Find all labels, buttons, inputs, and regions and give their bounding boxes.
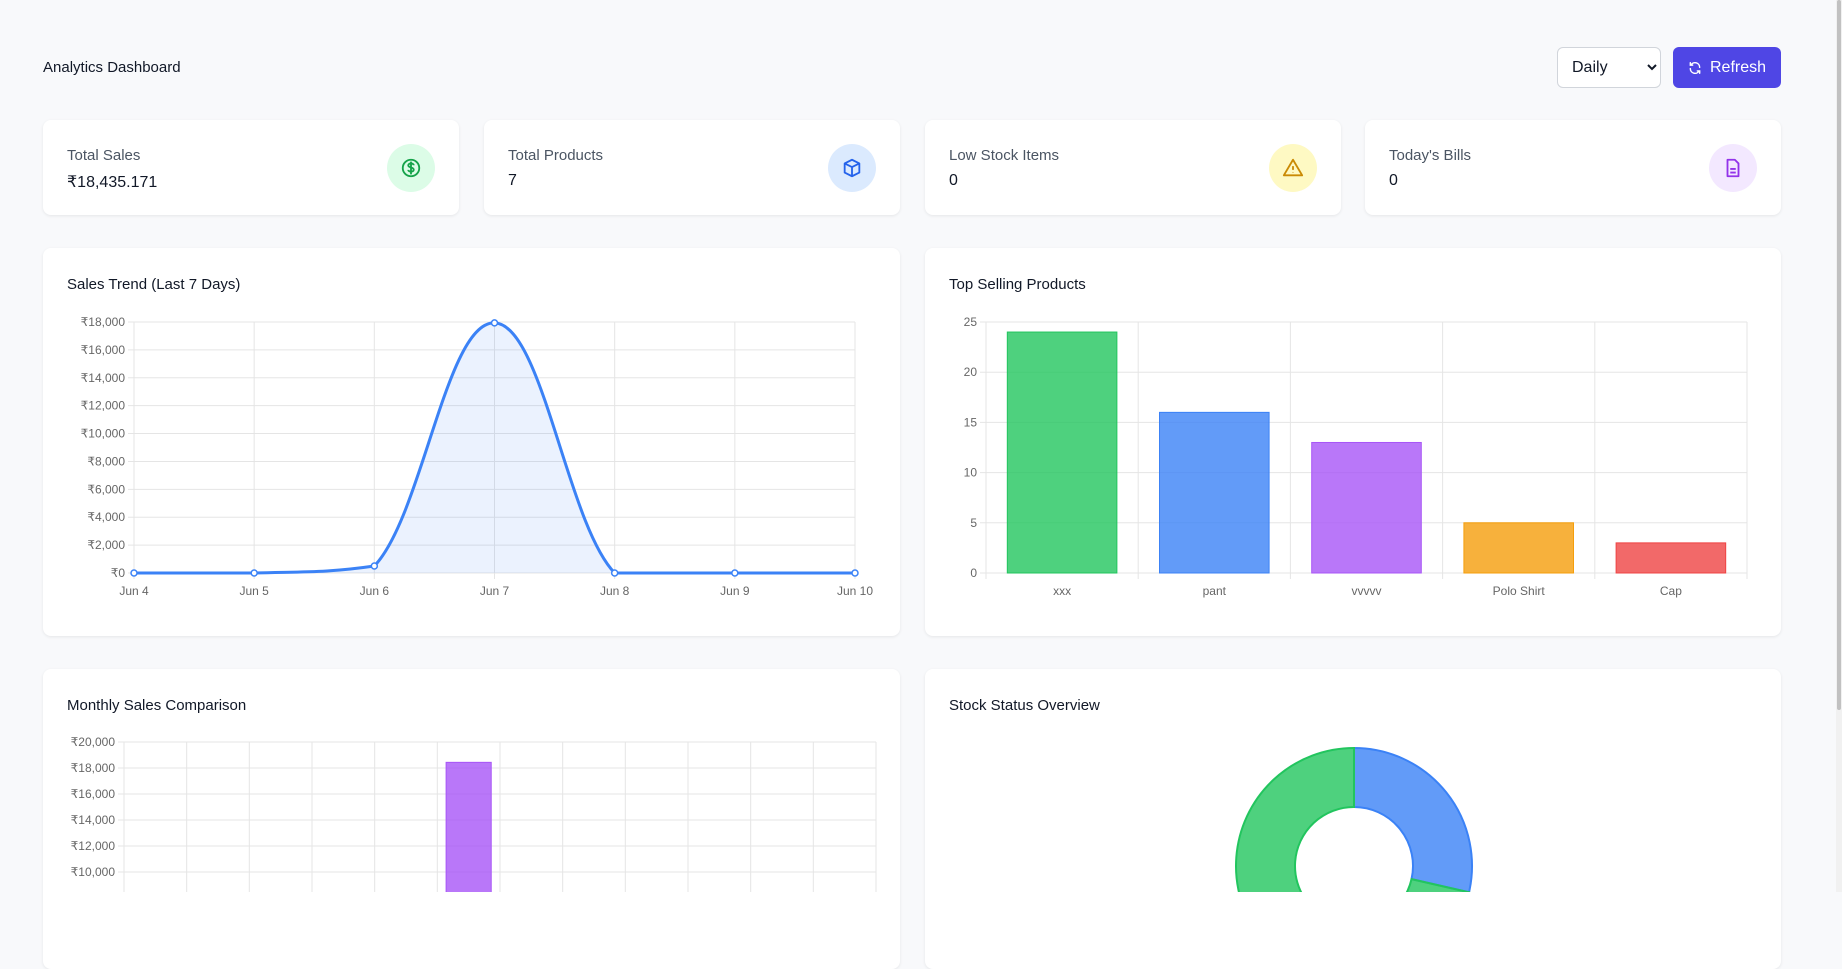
page-title: Analytics Dashboard [43,59,181,76]
y-tick-label: 5 [970,516,977,530]
sales-trend-card: Sales Trend (Last 7 Days) [43,248,900,636]
stat-label: Low Stock Items [949,147,1060,164]
refresh-button[interactable]: Refresh [1673,47,1781,88]
stat-card-total-sales: Total Sales ₹18,435.171 [43,120,459,215]
chart-title: Stock Status Overview [949,697,1100,714]
y-tick-label: ₹4,000 [87,510,125,524]
y-tick-label: ₹10,000 [81,427,126,441]
x-tick-label: Jun 4 [119,584,149,598]
bar-vvvvv [1311,441,1422,574]
bar-polo-shirt [1463,522,1574,574]
bar-pant [1159,411,1270,574]
charts-layer: ₹0 ₹2,000 ₹4,000 ₹6,000 ₹8,000 ₹10,000 ₹12,000… [71,315,1748,892]
x-tick-label: xxx [1053,584,1071,598]
donut-slice [1235,746,1471,892]
y-tick-label: ₹12,000 [71,839,116,853]
y-tick-label: ₹16,000 [71,787,116,801]
y-tick-label: ₹14,000 [81,371,126,385]
x-tick-label: vvvvv [1352,584,1382,598]
stat-label: Total Products [508,147,604,164]
document-icon [1709,144,1757,192]
monthly-bar [445,761,492,892]
x-tick-label: pant [1203,584,1227,598]
stat-value: 0 [949,172,958,189]
bar-cap [1615,542,1727,574]
data-point [250,569,258,577]
chart-title: Sales Trend (Last 7 Days) [67,276,241,293]
stat-card-total-products: Total Products 7 [484,120,900,215]
chart-title: Top Selling Products [949,276,1086,293]
y-tick-label: 25 [964,315,978,329]
chart-title: Monthly Sales Comparison [67,697,247,714]
y-tick-label: ₹6,000 [87,482,125,496]
y-tick-label: ₹12,000 [81,399,126,413]
x-tick-label: Jun 8 [600,584,630,598]
y-tick-label: ₹2,000 [87,538,125,552]
data-point [731,569,739,577]
cube-icon [828,144,876,192]
x-tick-label: Jun 6 [360,584,390,598]
stat-label: Today's Bills [1389,147,1472,164]
y-tick-label: ₹8,000 [87,454,125,468]
data-point [490,319,499,327]
y-tick-label: 0 [970,566,977,580]
y-tick-label: ₹0 [111,566,126,580]
x-tick-label: Jun 9 [720,584,750,598]
y-tick-label: ₹16,000 [81,343,126,357]
stat-value: ₹18,435.171 [67,174,158,191]
y-tick-label: 10 [964,466,978,480]
donut-slice [1353,746,1473,892]
warning-triangle-icon [1269,144,1317,192]
x-tick-label: Jun 5 [239,584,269,598]
data-point [851,569,859,577]
scrollbar-thumb[interactable] [1837,0,1841,710]
x-tick-label: Jun 7 [480,584,510,598]
y-tick-label: ₹18,000 [71,761,116,775]
stat-card-todays-bills: Today's Bills 0 [1365,120,1781,215]
stat-value: 7 [508,172,517,189]
dollar-circle-icon [387,144,435,192]
bar-xxx [1006,331,1118,574]
x-tick-label: Jun 10 [837,584,873,598]
stat-value: 0 [1389,172,1398,189]
y-tick-label: ₹18,000 [81,315,126,329]
period-select[interactable]: Daily [1557,47,1661,88]
refresh-icon [1689,61,1701,74]
line-area-fill [134,322,855,573]
data-point [370,562,379,570]
x-tick-label: Polo Shirt [1493,584,1546,598]
data-point [130,569,138,577]
stat-label: Total Sales [67,147,141,164]
x-tick-label: Cap [1660,584,1682,598]
stat-card-low-stock: Low Stock Items 0 [925,120,1341,215]
refresh-label: Refresh [1709,58,1767,76]
data-point [610,569,619,577]
y-tick-label: 20 [964,365,978,379]
y-tick-label: ₹14,000 [71,813,116,827]
y-tick-label: 15 [964,415,978,429]
y-tick-label: ₹20,000 [71,735,116,749]
y-tick-label: ₹10,000 [71,865,116,879]
